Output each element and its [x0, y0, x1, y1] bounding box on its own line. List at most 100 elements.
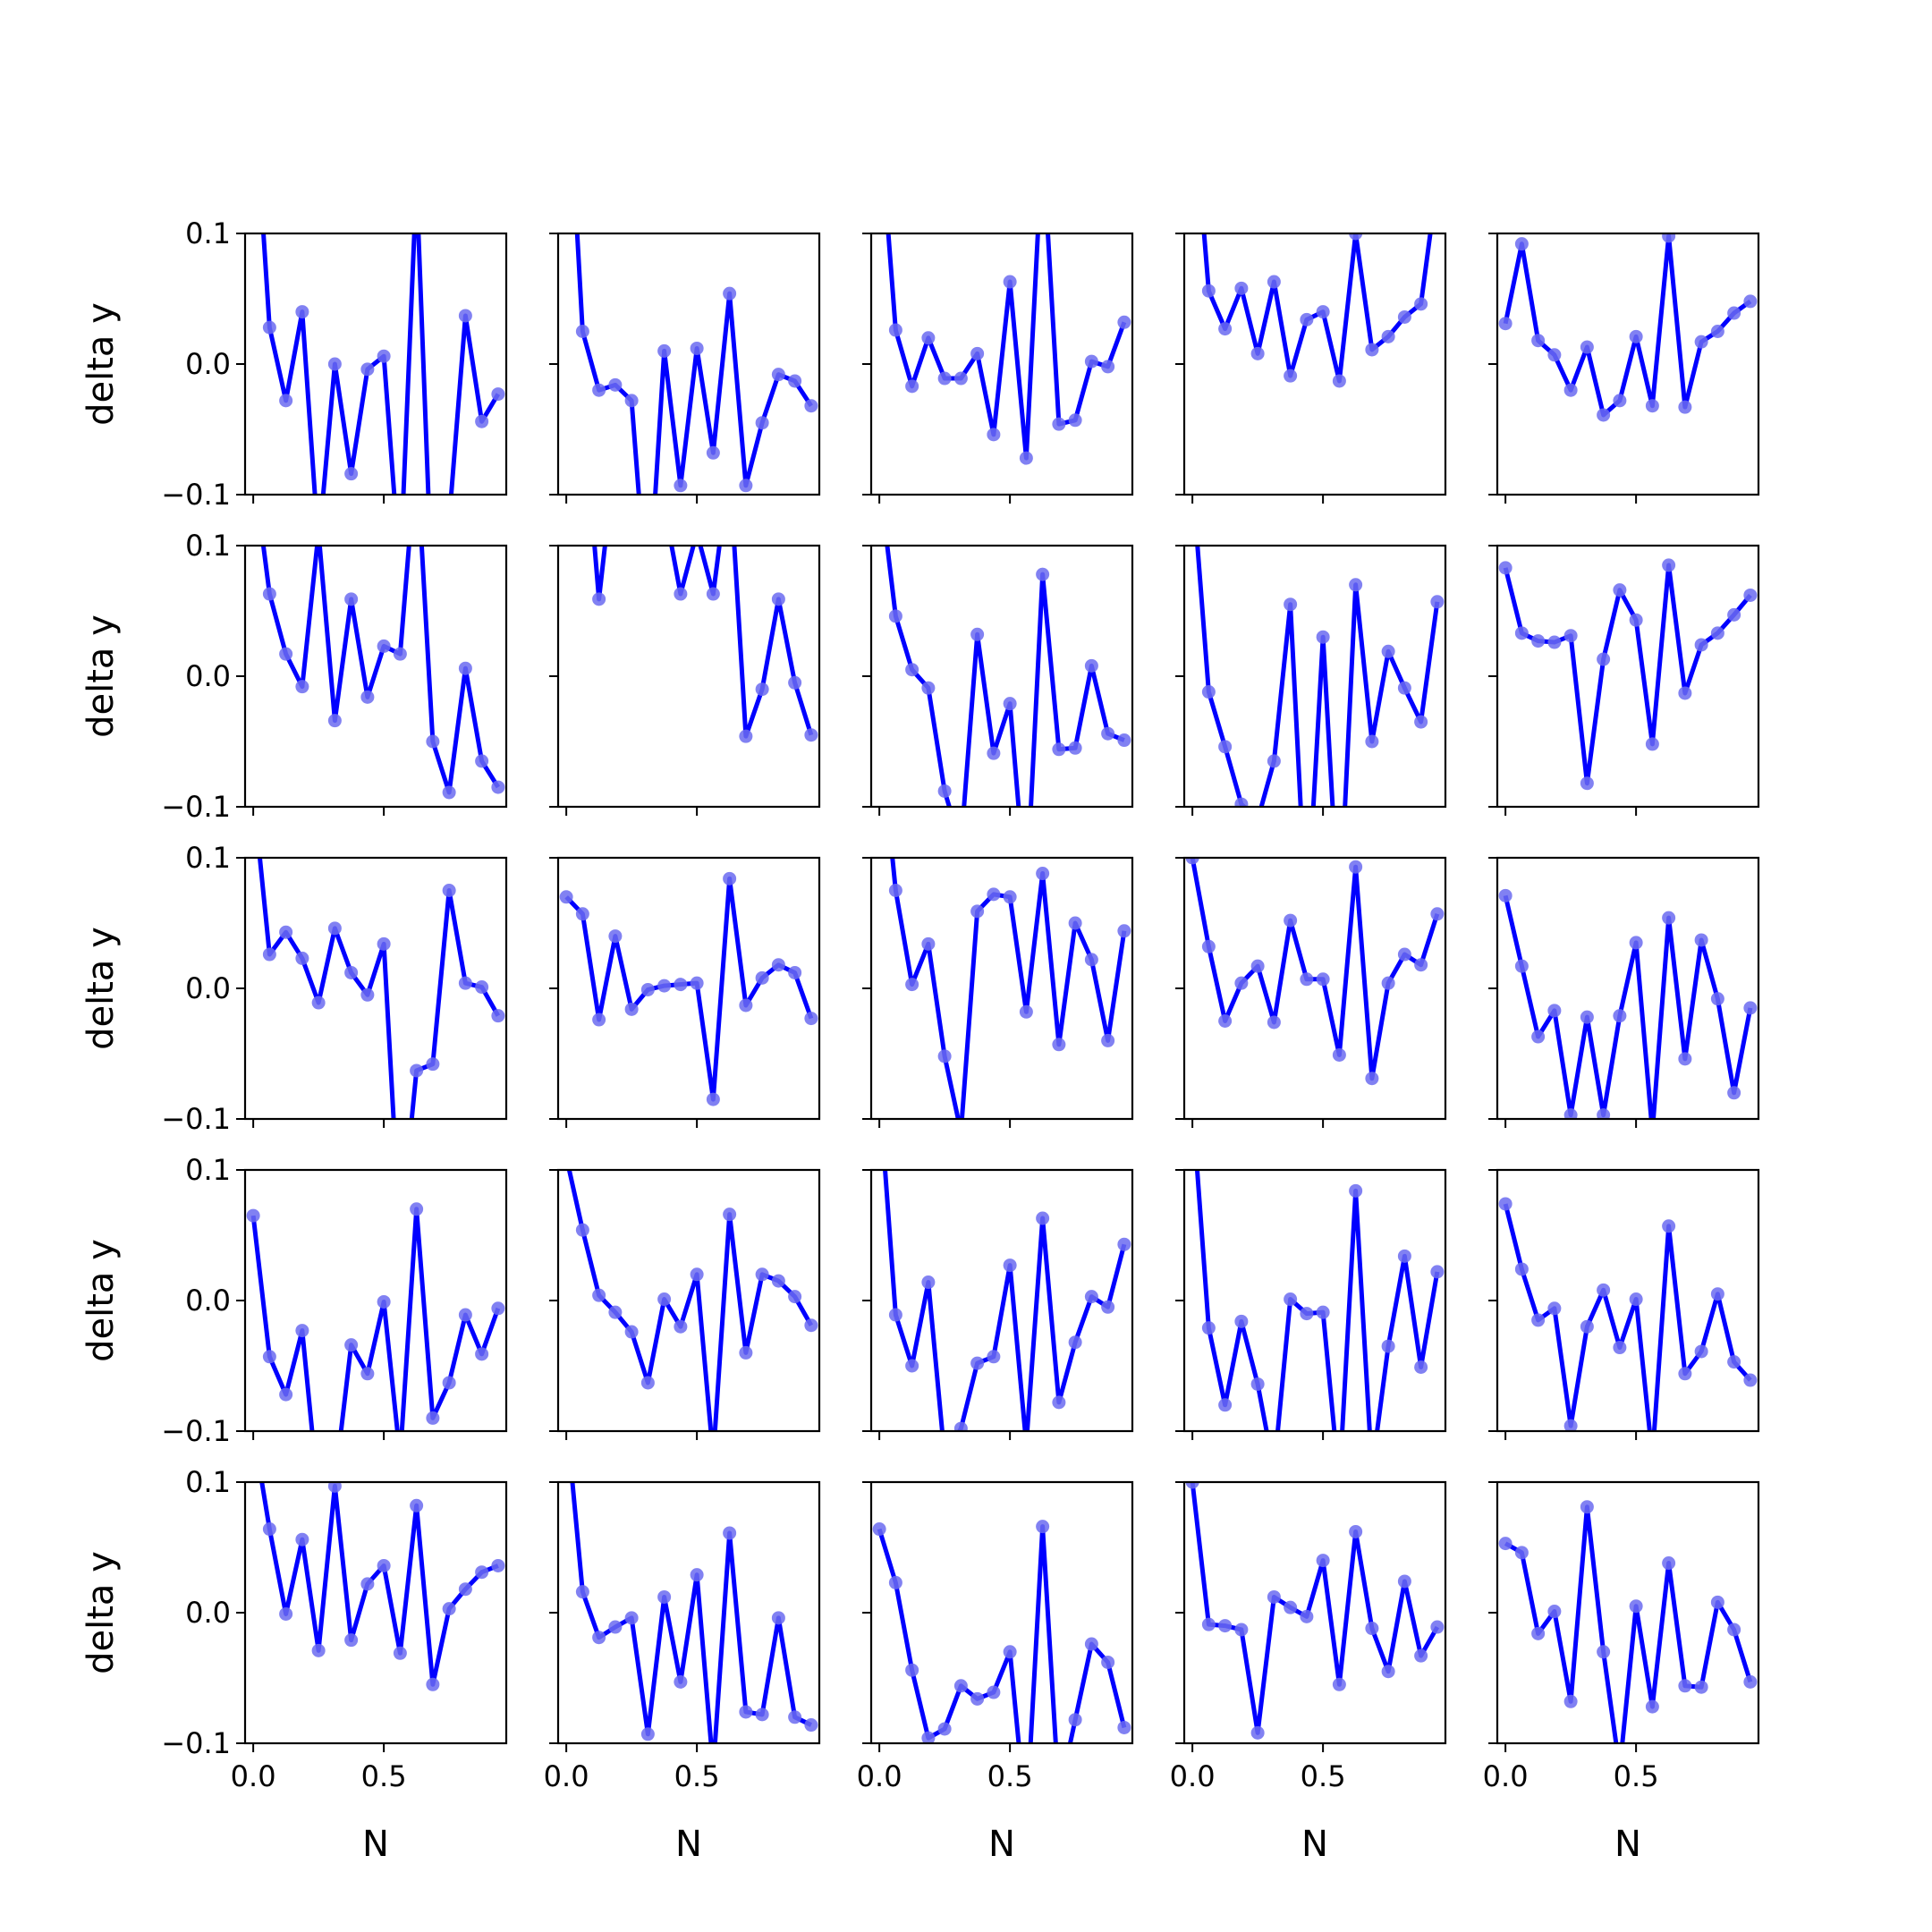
- data-point: [771, 1611, 785, 1625]
- data-point: [804, 1318, 818, 1333]
- data-point: [1234, 976, 1249, 990]
- data-point: [657, 979, 672, 993]
- data-point: [295, 1532, 309, 1546]
- data-point: [970, 346, 985, 360]
- data-point: [706, 1092, 720, 1106]
- data-point: [410, 1063, 424, 1078]
- data-point: [888, 884, 902, 897]
- plot-data: [592, 546, 818, 743]
- series-line: [883, 1170, 1127, 1431]
- data-point: [575, 907, 589, 921]
- data-point: [1414, 715, 1428, 729]
- data-point: [1580, 340, 1594, 354]
- data-point: [1662, 911, 1676, 925]
- data-point: [1498, 1537, 1513, 1551]
- data-point: [1710, 1287, 1724, 1301]
- x-axis-label: N: [1301, 1824, 1328, 1865]
- y-axis-label: delta y: [80, 1551, 122, 1674]
- data-point: [905, 1663, 919, 1677]
- series-line: [1201, 233, 1433, 384]
- data-point: [1498, 1197, 1513, 1211]
- subplot-r1-c5: [1488, 232, 1760, 504]
- data-point: [410, 1202, 424, 1216]
- data-point: [491, 1301, 505, 1316]
- data-point: [1710, 325, 1724, 338]
- data-point: [1430, 595, 1445, 609]
- data-point: [788, 965, 802, 979]
- data-point: [674, 1319, 688, 1334]
- series-line: [564, 876, 814, 1102]
- data-point: [1694, 1344, 1708, 1359]
- data-point: [1101, 360, 1115, 374]
- y-tick-label: −0.1: [161, 1726, 231, 1760]
- data-point: [1234, 1623, 1249, 1637]
- data-point: [1381, 644, 1395, 658]
- series-line: [1503, 563, 1752, 786]
- data-point: [987, 1350, 1001, 1364]
- data-point: [491, 780, 505, 794]
- data-point: [1743, 1373, 1758, 1387]
- plot-data: [246, 1202, 505, 1431]
- data-point: [755, 1707, 769, 1722]
- data-point: [1613, 394, 1627, 408]
- plot-data: [885, 546, 1131, 807]
- data-point: [475, 980, 489, 995]
- data-point: [1613, 1009, 1627, 1023]
- data-point: [1547, 1004, 1562, 1018]
- series-line: [886, 233, 1127, 461]
- data-point: [1036, 567, 1050, 581]
- data-point: [1597, 408, 1611, 422]
- data-point: [1727, 1086, 1741, 1100]
- data-point: [1052, 742, 1066, 757]
- data-point: [1710, 626, 1724, 640]
- data-point: [1514, 959, 1529, 973]
- data-point: [1185, 1482, 1199, 1489]
- subplot-r4-c3: [862, 1168, 1134, 1440]
- data-point: [788, 374, 802, 388]
- y-tick-label: −0.1: [161, 478, 231, 512]
- data-point: [575, 325, 589, 338]
- data-point: [1365, 1622, 1379, 1636]
- subplot-r1-c4: [1175, 232, 1447, 504]
- data-point: [1019, 451, 1033, 465]
- plot-data: [872, 1520, 1131, 1743]
- y-tick-label: 0.1: [185, 841, 231, 875]
- x-tick-label: 0.5: [674, 1759, 720, 1793]
- data-point: [690, 976, 704, 990]
- data-point: [723, 871, 737, 886]
- series-line: [250, 1207, 501, 1431]
- data-point: [674, 1674, 688, 1689]
- data-point: [690, 1267, 704, 1282]
- series-line: [1504, 1504, 1753, 1743]
- x-axis-label: N: [675, 1824, 702, 1865]
- data-point: [1430, 1620, 1445, 1634]
- y-axis-label: delta y: [80, 614, 122, 738]
- data-point: [1531, 1030, 1546, 1044]
- data-point: [921, 936, 936, 951]
- data-point: [559, 890, 573, 904]
- data-point: [1218, 1014, 1233, 1028]
- data-point: [327, 921, 342, 936]
- data-point: [1381, 329, 1395, 343]
- data-point: [905, 1359, 919, 1373]
- series-line: [1194, 1170, 1440, 1431]
- data-point: [1101, 1033, 1115, 1047]
- data-point: [1284, 1292, 1298, 1307]
- data-point: [458, 661, 472, 675]
- data-point: [1531, 334, 1546, 348]
- data-point: [706, 445, 720, 460]
- data-point: [1645, 737, 1659, 751]
- data-point: [608, 1620, 623, 1634]
- series-line: [566, 1170, 814, 1431]
- series-line: [1190, 858, 1440, 1081]
- subplot-r3-c4: [1175, 856, 1447, 1128]
- subplot-r3-c1: −0.1 0.0 0.1 delta y: [80, 841, 508, 1136]
- data-point: [1003, 275, 1017, 289]
- data-point: [1743, 1001, 1758, 1015]
- data-point: [1662, 1219, 1676, 1233]
- data-point: [1629, 613, 1643, 627]
- data-point: [311, 1643, 326, 1657]
- data-point: [1234, 1314, 1249, 1328]
- data-point: [1117, 315, 1131, 329]
- data-point: [987, 887, 1001, 902]
